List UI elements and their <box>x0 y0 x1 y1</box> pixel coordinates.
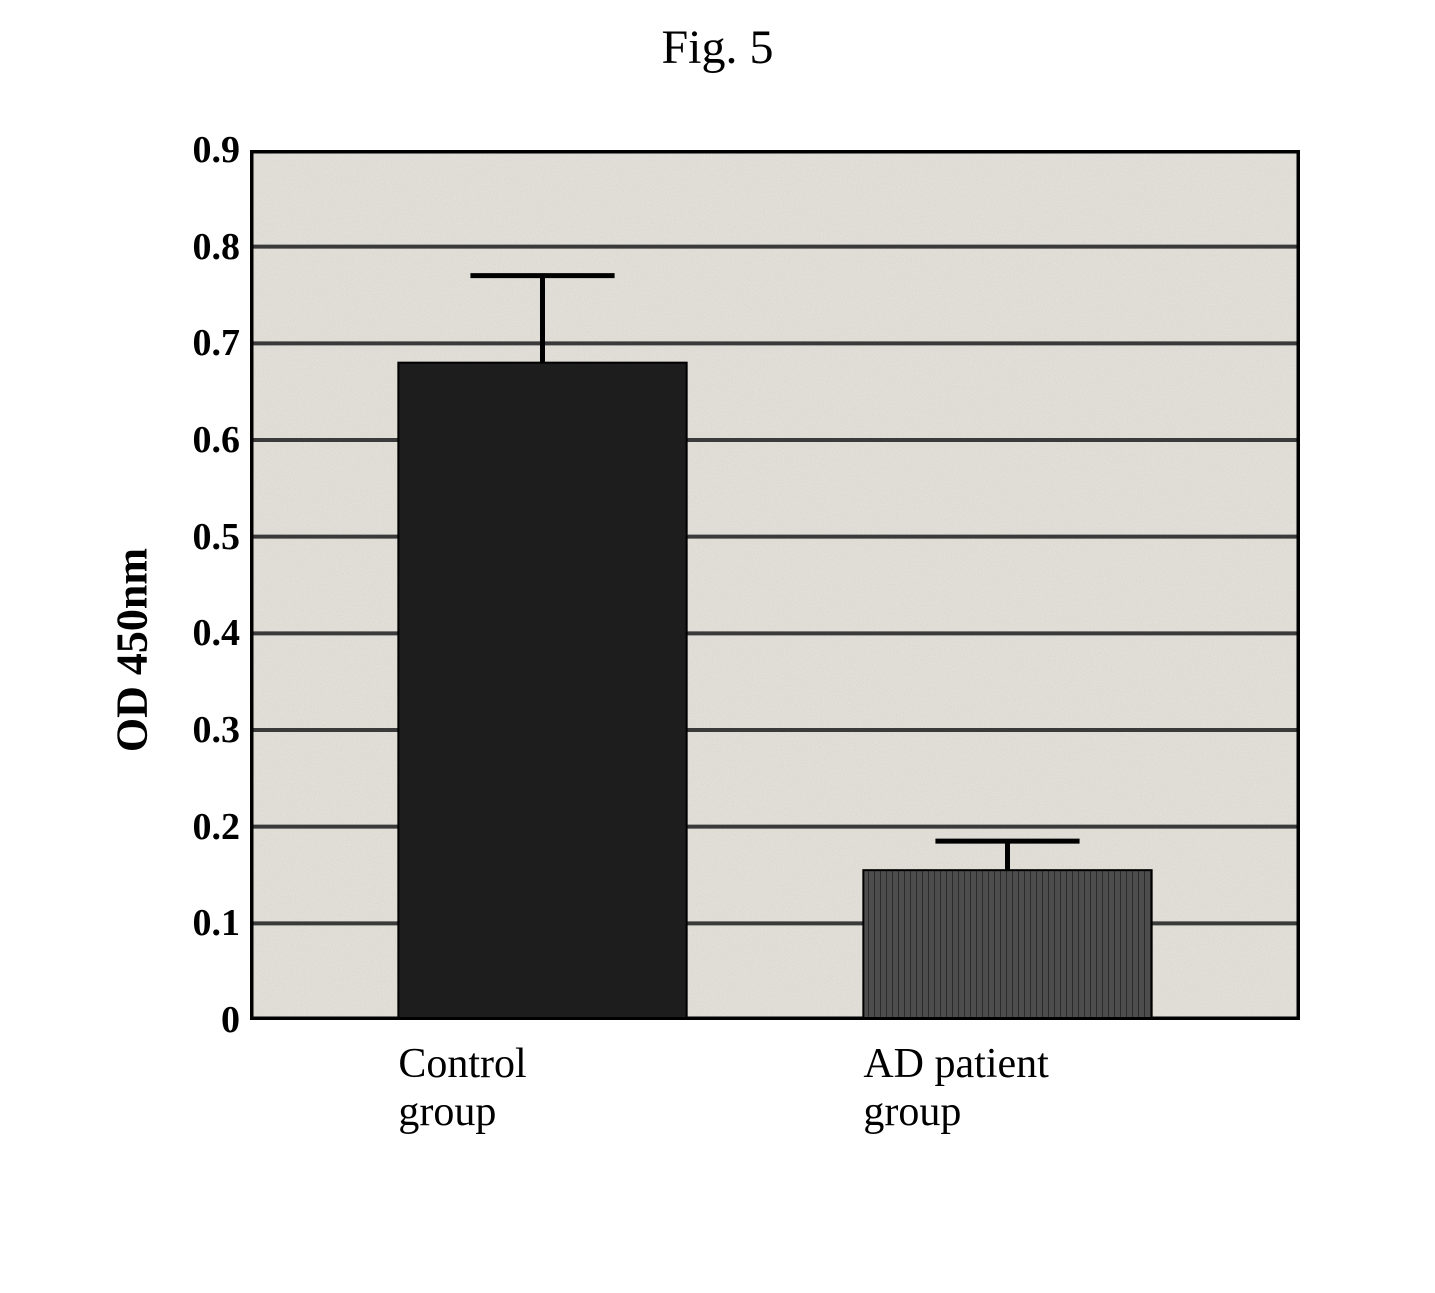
y-tick-label: 0.8 <box>140 225 240 269</box>
y-tick-label: 0.7 <box>140 321 240 365</box>
bar <box>398 363 686 1018</box>
y-tick-label: 0.1 <box>140 901 240 945</box>
y-tick-label: 0 <box>140 998 240 1042</box>
y-tick-label: 0.6 <box>140 418 240 462</box>
y-tick-label: 0.9 <box>140 128 240 172</box>
y-tick-label: 0.4 <box>140 611 240 655</box>
y-axis-ticks: 00.10.20.30.40.50.60.70.80.9 <box>140 150 240 1020</box>
chart-svg <box>250 150 1300 1020</box>
y-tick-label: 0.3 <box>140 708 240 752</box>
x-axis-labels: Control group AD patient group <box>250 1040 1300 1160</box>
page: Fig. 5 OD 450nm 00.10.20.30.40.50.60.70.… <box>0 0 1435 1293</box>
y-tick-label: 0.5 <box>140 515 240 559</box>
figure-title: Fig. 5 <box>0 20 1435 75</box>
x-tick-label: AD patient group <box>863 1040 1048 1137</box>
y-tick-label: 0.2 <box>140 805 240 849</box>
bar <box>863 870 1151 1018</box>
chart-wrap: OD 450nm 00.10.20.30.40.50.60.70.80.9 Co… <box>140 150 1320 1150</box>
plot-area <box>250 150 1300 1020</box>
x-tick-label: Control group <box>398 1040 526 1137</box>
